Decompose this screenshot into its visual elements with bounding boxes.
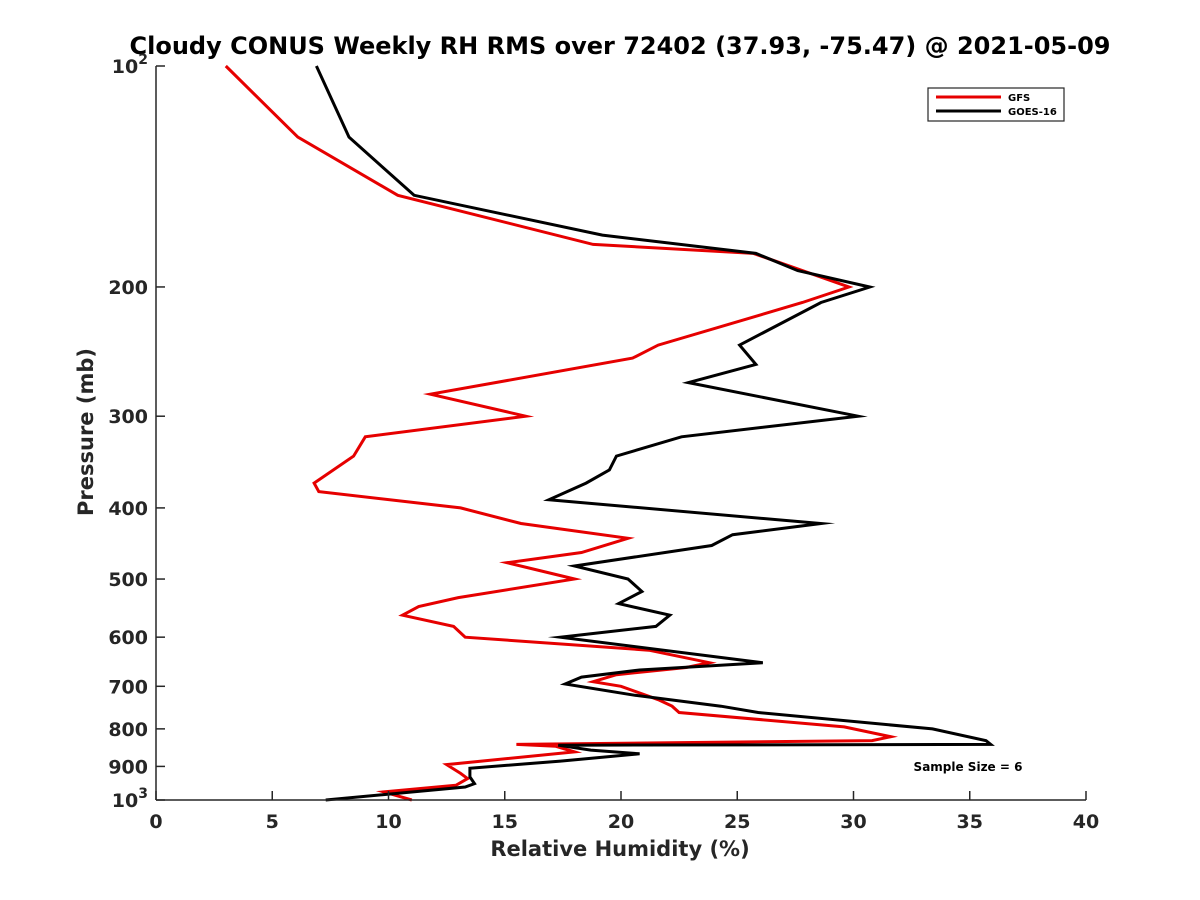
- legend-label-goes-16: GOES-16: [1008, 107, 1057, 118]
- x-tick-label: 40: [1073, 811, 1099, 833]
- x-axis-label: Relative Humidity (%): [490, 837, 749, 861]
- y-tick-label: 800: [108, 719, 148, 741]
- x-tick-label: 25: [724, 811, 750, 833]
- y-axis-label: Pressure (mb): [74, 348, 98, 516]
- x-tick-label: 10: [375, 811, 401, 833]
- y-tick-label: 500: [108, 569, 148, 591]
- x-tick-label: 20: [608, 811, 634, 833]
- plot-area: 0 5 10 15 20 25 30 35 40 102 200 300 400 500 600 700 800…: [108, 52, 1099, 833]
- legend-box: [927, 87, 1065, 122]
- y-tick-label: 600: [108, 627, 148, 649]
- y-tick-label: 103: [112, 786, 148, 812]
- y-tick-label: 200: [108, 277, 148, 299]
- x-tick-label: 5: [266, 811, 279, 833]
- y-tick-label: 300: [108, 406, 148, 428]
- legend-label-gfs: GFS: [1008, 93, 1030, 104]
- series-layer: [224, 64, 995, 802]
- x-tick-label: 35: [957, 811, 983, 833]
- y-tick-label: 900: [108, 756, 148, 778]
- series-line-goes-16: [315, 65, 995, 802]
- y-tick-label: 400: [108, 498, 148, 520]
- y-tick-label: 102: [112, 52, 148, 78]
- x-tick-label: 0: [149, 811, 162, 833]
- chart-title: Cloudy CONUS Weekly RH RMS over 72402 (3…: [130, 32, 1111, 60]
- series-line-gfs: [224, 64, 898, 802]
- x-tick-label: 30: [840, 811, 866, 833]
- legend: GFS GOES-16: [927, 87, 1065, 122]
- y-tick-label: 700: [108, 676, 148, 698]
- axes-layer: 0 5 10 15 20 25 30 35 40 102 200 300 400 500 600 700 800…: [108, 52, 1099, 833]
- sample-size-annotation: Sample Size = 6: [914, 760, 1023, 774]
- x-tick-label: 15: [492, 811, 518, 833]
